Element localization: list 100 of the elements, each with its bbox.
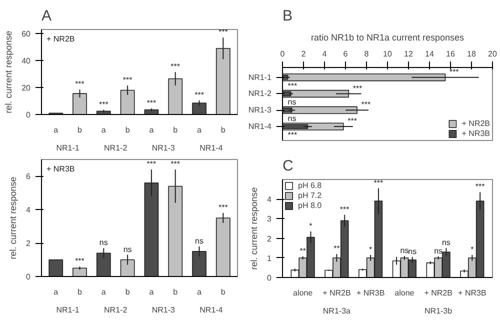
legend-label: pH 7.2 [298,191,322,200]
data-label: *** [475,182,485,192]
data-label: *** [361,100,371,110]
x-tick-label: a [197,126,202,134]
x-tick-label: b [78,126,83,134]
data-label: * [470,244,474,254]
x-tick-label: + NR3B [356,288,385,298]
data-label: *** [374,178,384,188]
text: NR1-4 [200,306,224,314]
data-label: *** [170,160,180,169]
text: NR1-3a [322,306,352,316]
x-tick-label: alone [394,288,415,298]
x-tick-label: a [149,126,154,134]
text: + NR2B [46,34,75,44]
y-tick-label: 1 [267,254,272,263]
data-label: *** [449,67,459,76]
chart-title: A [42,8,52,24]
data-label: * [369,244,372,254]
text: NR1-1 [56,144,80,152]
x-tick-label: a [197,288,202,296]
legend-label: pH 8.0 [298,201,322,210]
data-label: *** [75,80,84,89]
data-label: *** [352,84,362,93]
data-label: ns [400,246,409,255]
y-tick-label: 6 [26,172,32,182]
x-tick-label: b [220,288,226,296]
y-tick-label: NR1-2 [248,89,272,98]
x-tick-label: 0 [280,50,286,58]
x-tick-label: 6 [343,50,348,58]
x-tick-label: a [101,126,106,134]
x-tick-label: 2 [301,50,306,58]
data-label: ns [442,238,450,248]
x-tick-label: 4 [322,50,328,58]
y-tick-label: 4 [267,195,272,204]
data-label: ns [408,246,417,256]
chart-title: B [282,8,293,24]
data-label: *** [98,100,108,109]
data-label: *** [288,81,298,90]
y-tick-label: 2 [267,234,272,244]
y-tick-label: NR1-1 [248,72,272,82]
x-tick-label: 18 [467,50,476,58]
x-tick-label: b [220,126,226,134]
data-label: ns [123,244,132,254]
data-label: *** [122,75,132,84]
data-label: *** [340,204,350,214]
x-tick-label: 12 [404,50,414,58]
x-tick-label: 16 [446,50,456,58]
y-tick-label: 40 [22,56,32,66]
y-axis-title: rel. current response [249,187,260,270]
y-tick-label: NR1-3 [248,106,272,115]
text: NR1-3 [152,306,176,314]
legend-label: pH 6.8 [298,181,322,190]
text: NR1-2 [104,144,128,152]
data-label: ** [334,244,340,253]
x-axis-title: ratio NR1b to NR1a current responses [310,32,465,42]
y-tick-label: 0 [267,274,272,282]
x-tick-label: a [54,126,59,134]
x-tick-label: b [125,288,130,296]
legend-label: + NR2B [462,119,490,128]
x-tick-label: b [78,288,83,296]
x-tick-label: b [173,126,178,134]
y-tick-label: 2 [26,239,32,248]
y-tick-label: 0 [26,272,32,282]
x-tick-label: b [173,288,178,296]
data-label: *** [146,160,156,169]
text: + NR3B [46,164,75,174]
x-tick-label: a [54,288,59,296]
x-tick-label: 14 [425,50,434,58]
x-tick-label: b [125,126,130,134]
text: NR1-3b [424,306,453,316]
y-axis-title: rel. current response [8,176,18,260]
x-tick-label: alone [293,288,314,298]
data-label: ns [288,98,296,107]
chart-title: C [282,158,294,174]
data-label: ** [300,246,306,256]
text: NR1-1 [56,306,80,314]
x-tick-label: + NR2B [322,288,351,298]
x-tick-label: + NR2B [424,288,452,298]
y-tick-label: 20 [22,84,32,93]
data-label: *** [170,62,180,71]
x-tick-label: a [101,288,106,296]
y-tick-label: 0 [26,110,32,120]
data-label: ns [434,246,443,256]
y-tick-label: NR1-4 [248,122,272,132]
x-tick-label: a [149,288,154,296]
x-tick-label: + NR3B [458,288,486,298]
x-tick-label: 10 [383,50,392,58]
data-label: *** [348,116,357,126]
y-tick-label: 60 [22,30,32,39]
data-label: *** [75,256,84,266]
x-tick-label: 20 [488,50,498,58]
data-label: * [309,221,312,230]
data-label: *** [218,202,228,212]
text: NR1-2 [104,306,128,314]
y-axis-title: rel. current response [4,30,14,114]
data-label: ns [195,236,204,246]
data-label: *** [194,90,204,100]
data-label: *** [288,130,298,140]
text: NR1-4 [200,144,224,152]
y-tick-label: 4 [26,206,32,215]
